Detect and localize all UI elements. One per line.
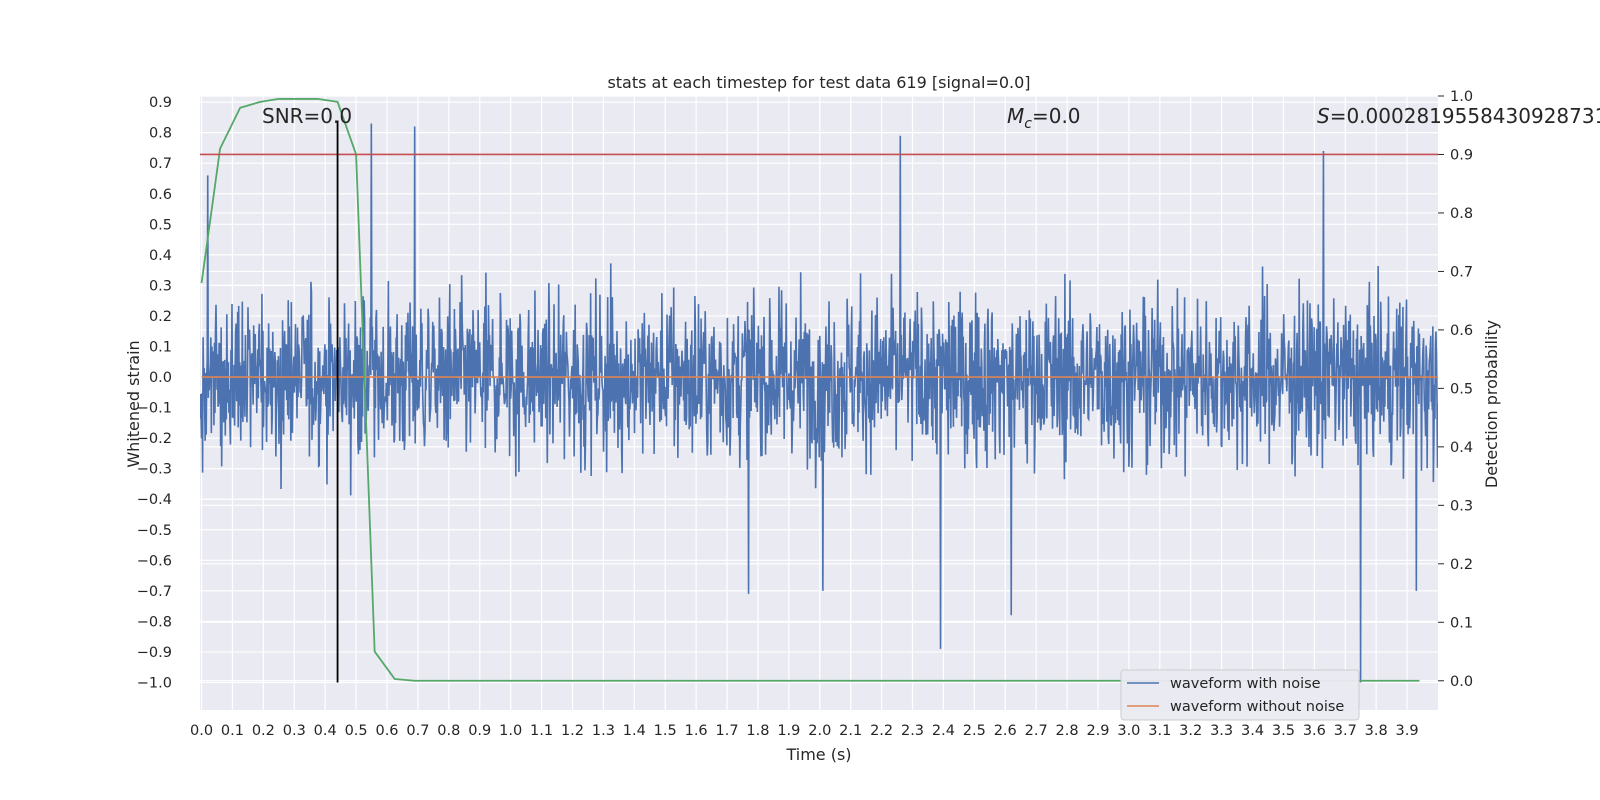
x-tick-label: 0.4 <box>314 723 337 739</box>
right-y-tick-label: 0.5 <box>1450 381 1473 397</box>
x-tick-label: 2.3 <box>901 723 924 739</box>
x-tick-label: 3.8 <box>1365 723 1388 739</box>
x-tick-label: 1.5 <box>654 723 677 739</box>
x-tick-label: 1.8 <box>746 723 769 739</box>
s-annotation: S=0.0002819558430928731 <box>1317 104 1600 128</box>
y-tick-label: −0.7 <box>137 584 172 600</box>
y-tick-label: 0.0 <box>149 370 172 386</box>
legend-label-noise: waveform with noise <box>1170 676 1321 692</box>
x-tick-label: 3.4 <box>1241 723 1264 739</box>
right-y-axis-ticks: 1.0 0.9 0.8 0.7 0.6 0.5 0.4 0.3 0.2 0.1 0.0 <box>1438 89 1473 690</box>
x-axis-ticks: 0.0 0.1 0.2 0.3 0.4 0.5 0.6 0.7 0.8 0.9 1.0 1.1 1.2 1… <box>190 723 1419 739</box>
y-tick-label: −0.1 <box>137 401 172 417</box>
chart-title: stats at each timestep for test data 619… <box>607 73 1030 92</box>
chirp-mass-symbol: M <box>1007 104 1024 128</box>
y-tick-label: 0.4 <box>149 248 172 264</box>
x-tick-label: 0.6 <box>375 723 398 739</box>
x-tick-label: 3.9 <box>1396 723 1419 739</box>
x-tick-label: 0.3 <box>283 723 306 739</box>
y-tick-label: 0.3 <box>149 278 172 294</box>
chirp-mass-value: =0.0 <box>1032 104 1081 128</box>
right-y-tick-label: 0.4 <box>1450 440 1473 456</box>
right-y-tick-label: 0.2 <box>1450 557 1473 573</box>
x-tick-label: 1.6 <box>685 723 708 739</box>
x-tick-label: 2.5 <box>963 723 986 739</box>
x-tick-label: 1.9 <box>777 723 800 739</box>
x-tick-label: 3.3 <box>1210 723 1233 739</box>
grid <box>200 95 1438 710</box>
x-tick-label: 2.6 <box>994 723 1017 739</box>
x-tick-label: 3.2 <box>1179 723 1202 739</box>
x-tick-label: 2.2 <box>870 723 893 739</box>
y-tick-label: −0.3 <box>137 462 172 478</box>
x-tick-label: 1.1 <box>530 723 553 739</box>
snr-annotation: SNR=0.0 <box>262 104 352 128</box>
right-y-tick-label: 0.1 <box>1450 615 1473 631</box>
y-tick-label: 0.1 <box>149 339 172 355</box>
reference-lines <box>200 120 1438 683</box>
x-tick-label: 2.7 <box>1025 723 1048 739</box>
legend: waveform with noise waveform without noi… <box>1120 669 1360 721</box>
chirp-mass-annotation: Mc=0.0 <box>1007 104 1081 132</box>
right-y-tick-label: 1.0 <box>1450 89 1473 105</box>
x-tick-label: 3.5 <box>1272 723 1295 739</box>
x-tick-label: 3.0 <box>1117 723 1140 739</box>
x-tick-label: 1.7 <box>716 723 739 739</box>
y-tick-label: 0.6 <box>149 187 172 203</box>
x-tick-label: 0.2 <box>252 723 275 739</box>
y-tick-label: 0.5 <box>149 217 172 233</box>
series-waveform-with-noise <box>200 123 1438 683</box>
x-tick-label: 0.5 <box>345 723 368 739</box>
right-y-tick-label: 0.0 <box>1450 674 1473 690</box>
right-y-tick-label: 0.6 <box>1450 323 1473 339</box>
y-axis-label: Whitened strain <box>124 340 143 467</box>
y-tick-label: −0.6 <box>137 553 172 569</box>
x-tick-label: 2.4 <box>932 723 955 739</box>
y-tick-label: −1.0 <box>137 676 172 692</box>
y-tick-label: −0.4 <box>137 492 172 508</box>
s-value: =0.0002819558430928731 <box>1330 104 1600 128</box>
x-tick-label: 3.1 <box>1148 723 1171 739</box>
y-tick-label: −0.8 <box>137 614 172 630</box>
right-y-tick-label: 0.9 <box>1450 147 1473 163</box>
x-tick-label: 3.7 <box>1334 723 1357 739</box>
y-tick-label: 0.7 <box>149 156 172 172</box>
x-tick-label: 0.0 <box>190 723 213 739</box>
y-tick-label: 0.8 <box>149 126 172 142</box>
right-y-tick-label: 0.8 <box>1450 206 1473 222</box>
x-tick-label: 0.7 <box>406 723 429 739</box>
right-y-tick-label: 0.7 <box>1450 264 1473 280</box>
x-tick-label: 0.1 <box>221 723 244 739</box>
x-tick-label: 2.9 <box>1086 723 1109 739</box>
x-axis-label: Time (s) <box>785 745 851 764</box>
right-y-axis-label: Detection probability <box>1482 320 1501 488</box>
x-tick-label: 2.1 <box>839 723 862 739</box>
legend-label-clean: waveform without noise <box>1170 699 1344 715</box>
right-y-tick-label: 0.3 <box>1450 498 1473 514</box>
x-tick-label: 3.6 <box>1303 723 1326 739</box>
x-tick-label: 0.9 <box>468 723 491 739</box>
legend-box <box>1120 669 1360 721</box>
s-symbol: S <box>1317 104 1330 128</box>
y-tick-label: −0.2 <box>137 431 172 447</box>
y-tick-label: 0.9 <box>149 95 172 111</box>
x-tick-label: 1.3 <box>592 723 615 739</box>
x-tick-label: 2.0 <box>808 723 831 739</box>
y-tick-label: −0.9 <box>137 645 172 661</box>
x-tick-label: 0.8 <box>437 723 460 739</box>
x-tick-label: 1.2 <box>561 723 584 739</box>
chirp-mass-subscript: c <box>1024 116 1032 132</box>
x-tick-label: 1.0 <box>499 723 522 739</box>
y-tick-label: 0.2 <box>149 309 172 325</box>
x-tick-label: 1.4 <box>623 723 646 739</box>
plot-area <box>200 98 1438 683</box>
noise-waveform-line <box>200 123 1438 683</box>
y-tick-label: −0.5 <box>137 523 172 539</box>
x-tick-label: 2.8 <box>1056 723 1079 739</box>
y-axis-ticks: 0.9 0.8 0.7 0.6 0.5 0.4 0.3 0.2 0.1 0.0 −0.1 −0.2 −0… <box>137 95 172 691</box>
